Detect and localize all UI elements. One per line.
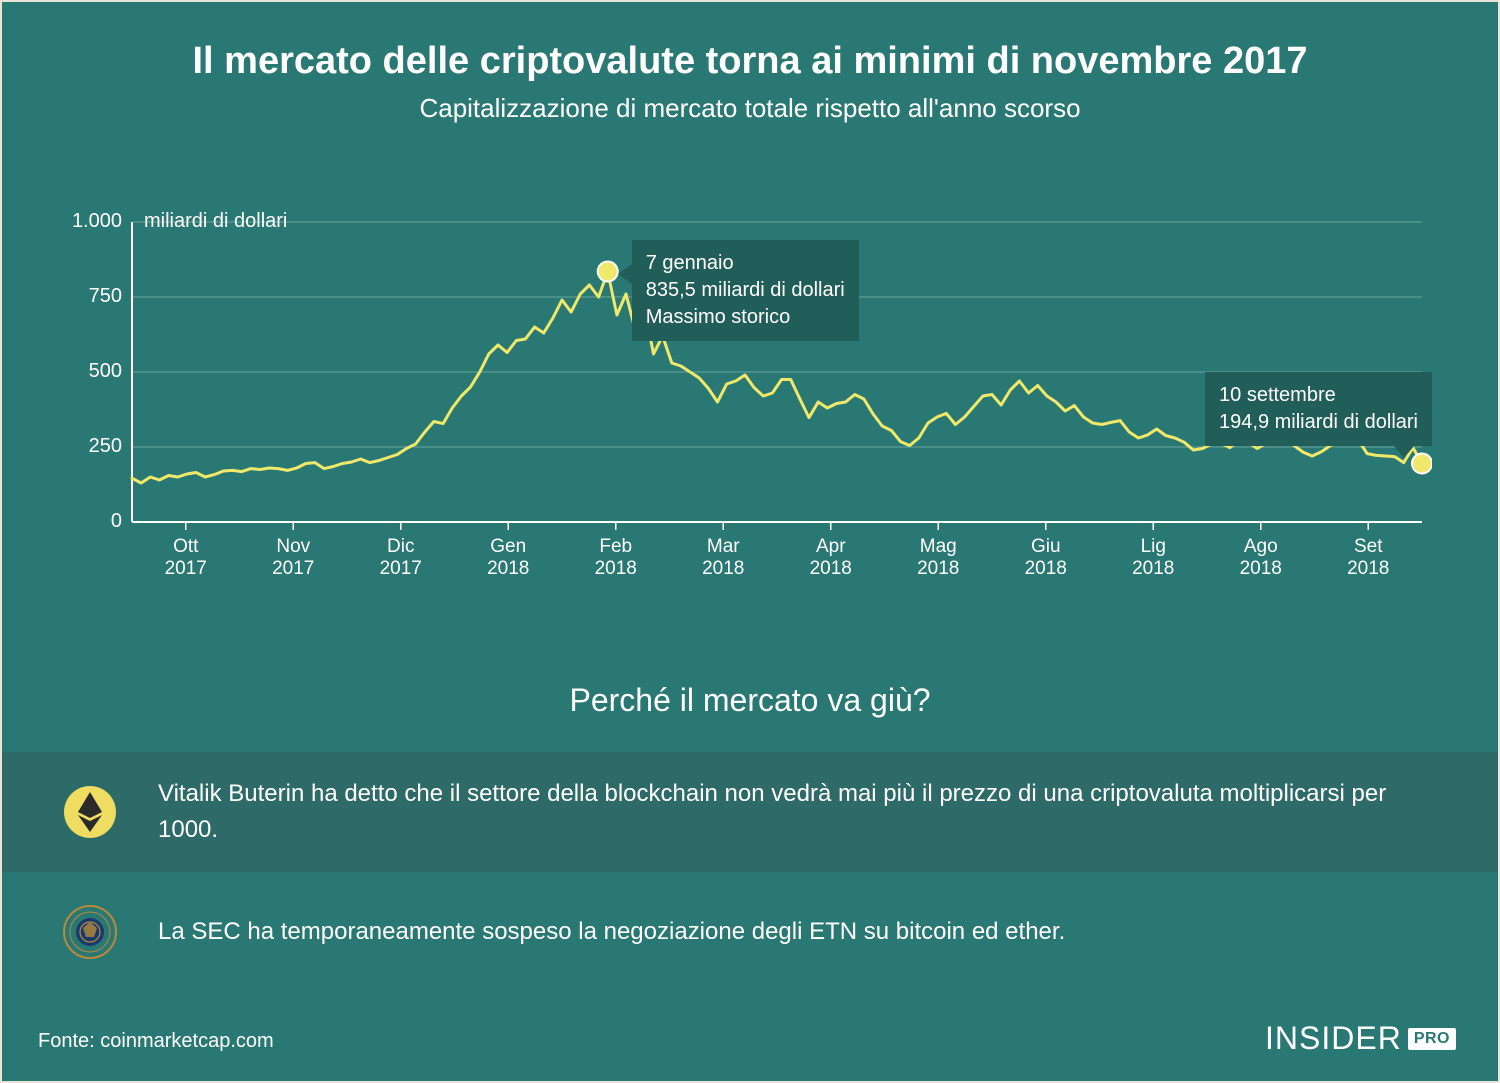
y-tick-label: 1.000: [62, 210, 122, 233]
y-tick-label: 250: [62, 435, 122, 458]
reason-row-2: La SEC ha temporaneamente sospeso la neg…: [2, 882, 1498, 982]
infographic-container: Il mercato delle criptovalute torna ai m…: [0, 0, 1500, 1083]
reason-row-1: Vitalik Buterin ha detto che il settore …: [2, 752, 1498, 872]
y-tick-label: 500: [62, 360, 122, 383]
reason-1-text: Vitalik Buterin ha detto che il settore …: [158, 776, 1438, 848]
x-tick-label: Ott2017: [151, 536, 221, 580]
x-tick-label: Set2018: [1333, 536, 1403, 580]
main-title: Il mercato delle criptovalute torna ai m…: [2, 40, 1498, 83]
header: Il mercato delle criptovalute torna ai m…: [2, 2, 1498, 124]
x-tick-label: Dic2017: [366, 536, 436, 580]
chart: 02505007501.000 Ott2017Nov2017Dic2017Gen…: [72, 212, 1432, 582]
x-tick-label: Gen2018: [473, 536, 543, 580]
brand-logo: INSIDER PRO: [1265, 1020, 1456, 1057]
y-tick-label: 0: [62, 510, 122, 533]
x-tick-label: Mag2018: [903, 536, 973, 580]
annotation-peak: 7 gennaio 835,5 miliardi di dollari Mass…: [632, 240, 859, 341]
x-tick-label: Ago2018: [1226, 536, 1296, 580]
x-tick-label: Nov2017: [258, 536, 328, 580]
brand-tag: PRO: [1408, 1028, 1456, 1050]
x-tick-label: Apr2018: [796, 536, 866, 580]
x-tick-label: Lig2018: [1118, 536, 1188, 580]
section-title: Perché il mercato va giù?: [2, 682, 1498, 719]
source-label: Fonte: coinmarketcap.com: [38, 1030, 274, 1053]
sec-seal-icon: [62, 904, 118, 960]
y-tick-label: 750: [62, 285, 122, 308]
x-tick-label: Feb2018: [581, 536, 651, 580]
x-tick-label: Mar2018: [688, 536, 758, 580]
ethereum-icon: [62, 784, 118, 840]
brand-name: INSIDER: [1265, 1020, 1402, 1057]
annotation-peak-line2: 835,5 miliardi di dollari: [646, 277, 845, 304]
subtitle: Capitalizzazione di mercato totale rispe…: [2, 93, 1498, 124]
y-axis-unit: miliardi di dollari: [144, 210, 287, 233]
annotation-end-line1: 10 settembre: [1219, 382, 1418, 409]
annotation-peak-line3: Massimo storico: [646, 304, 845, 331]
annotation-end-line2: 194,9 miliardi di dollari: [1219, 409, 1418, 436]
reason-2-text: La SEC ha temporaneamente sospeso la neg…: [158, 914, 1065, 950]
x-tick-label: Giu2018: [1011, 536, 1081, 580]
annotation-end: 10 settembre 194,9 miliardi di dollari: [1205, 372, 1432, 446]
annotation-peak-line1: 7 gennaio: [646, 250, 845, 277]
